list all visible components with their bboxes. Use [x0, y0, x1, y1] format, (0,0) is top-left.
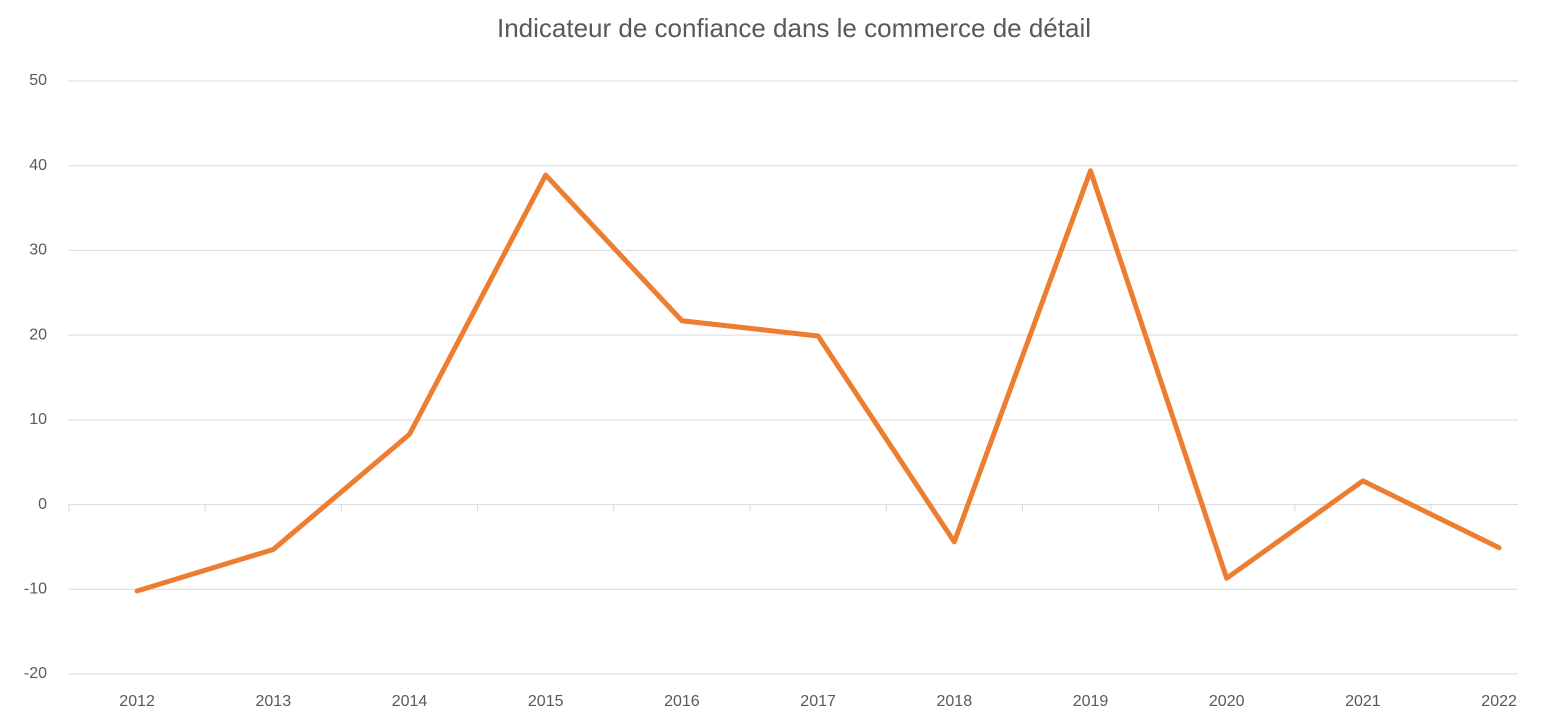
chart-title: Indicateur de confiance dans le commerce…	[497, 13, 1091, 43]
x-tick-label: 2013	[256, 693, 292, 710]
y-tick-label: -10	[24, 581, 47, 598]
y-tick-label: 40	[29, 157, 47, 174]
x-tick-label: 2014	[392, 693, 428, 710]
x-tick-label: 2019	[1073, 693, 1109, 710]
x-tick-label: 2018	[937, 693, 973, 710]
x-tick-label: 2015	[528, 693, 564, 710]
y-tick-label: 30	[29, 242, 47, 259]
y-tick-label: 0	[38, 496, 47, 513]
y-tick-label: 10	[29, 411, 47, 428]
y-tick-label: -20	[24, 665, 47, 682]
x-tick-label: 2012	[119, 693, 155, 710]
x-tick-label: 2017	[800, 693, 836, 710]
data-line	[134, 168, 1502, 594]
x-tick-label: 2020	[1209, 693, 1245, 710]
x-tick-label: 2021	[1345, 693, 1381, 710]
x-tick-label: 2022	[1481, 693, 1517, 710]
x-tick-label: 2016	[664, 693, 700, 710]
y-tick-label: 20	[29, 326, 47, 343]
y-tick-label: 50	[29, 72, 47, 89]
